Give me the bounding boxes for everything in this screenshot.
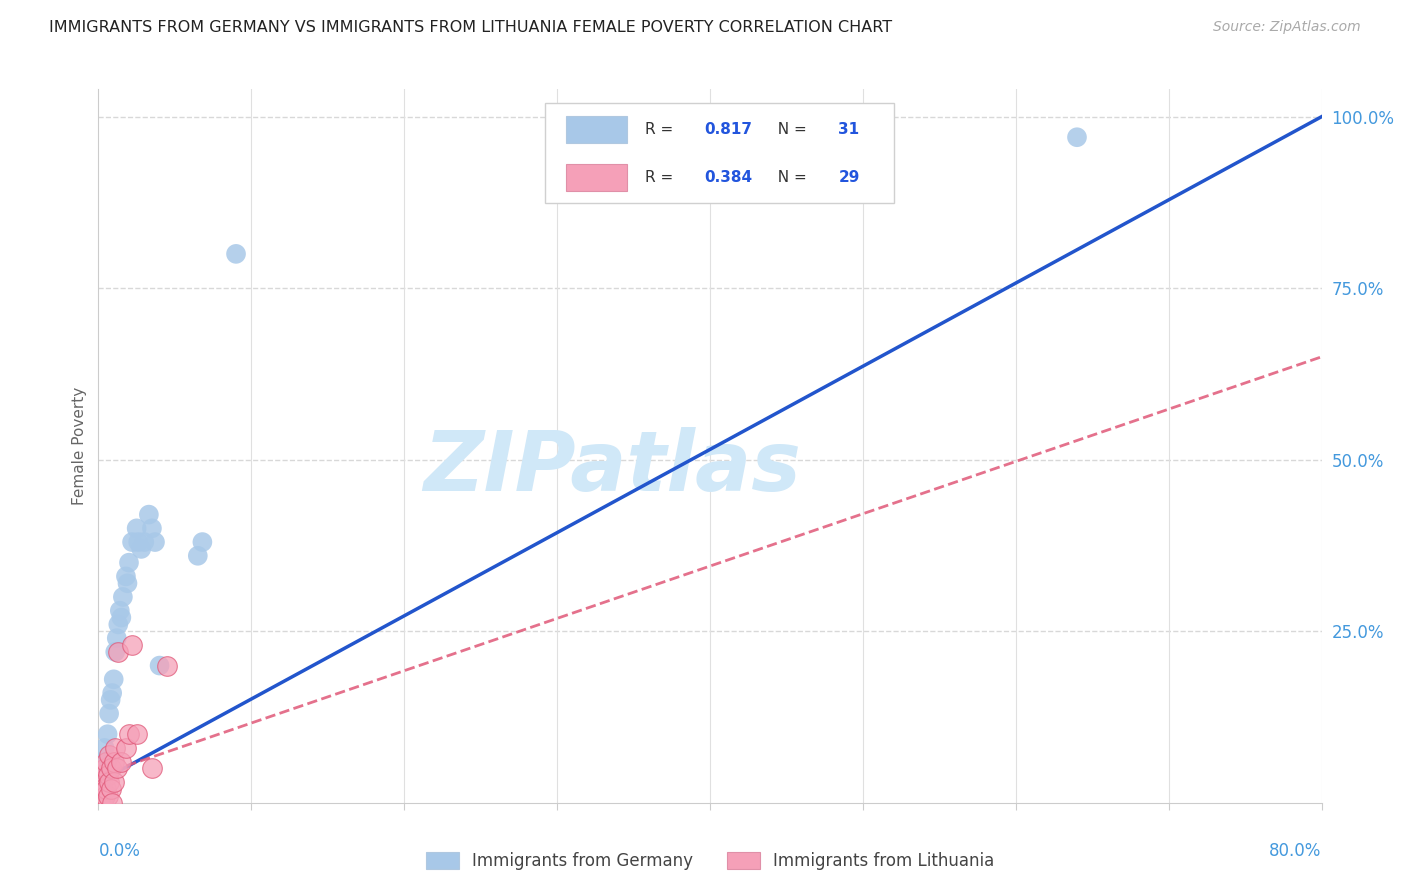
Text: 0.0%: 0.0% [98, 842, 141, 860]
Point [107, 617, 129, 632]
Point [107, 645, 129, 659]
Point [97, 768, 120, 782]
Point [1066, 130, 1088, 145]
Point [121, 638, 143, 652]
Text: Source: ZipAtlas.com: Source: ZipAtlas.com [1213, 20, 1361, 34]
Text: N =: N = [768, 121, 811, 136]
Point [91, 755, 114, 769]
Point [89, 775, 111, 789]
Point [134, 535, 156, 549]
Point [110, 755, 132, 769]
Text: 80.0%: 80.0% [1270, 842, 1322, 860]
Point [191, 535, 214, 549]
Point [93, 762, 115, 776]
Point [90, 768, 112, 782]
Y-axis label: Female Poverty: Female Poverty [72, 387, 87, 505]
Point [141, 762, 163, 776]
Point [156, 658, 179, 673]
Text: 29: 29 [838, 170, 860, 186]
Point [97, 727, 120, 741]
Point [149, 658, 172, 673]
Point [94, 755, 117, 769]
Point [93, 789, 115, 803]
FancyBboxPatch shape [565, 164, 627, 191]
Text: R =: R = [645, 170, 678, 186]
Point [121, 535, 143, 549]
Point [97, 789, 120, 803]
FancyBboxPatch shape [546, 103, 894, 203]
Point [118, 727, 141, 741]
Point [105, 762, 128, 776]
Point [115, 740, 138, 755]
Point [98, 747, 121, 762]
FancyBboxPatch shape [565, 116, 627, 143]
Point [91, 796, 114, 810]
Point [127, 535, 149, 549]
Text: N =: N = [768, 170, 811, 186]
Point [100, 782, 122, 797]
Point [125, 521, 148, 535]
Text: ZIPatlas: ZIPatlas [423, 427, 801, 508]
Text: 0.384: 0.384 [704, 170, 752, 186]
Point [104, 645, 127, 659]
Point [117, 576, 139, 591]
Point [93, 740, 115, 755]
Point [105, 631, 128, 645]
Text: R =: R = [645, 121, 678, 136]
Point [100, 693, 122, 707]
Point [103, 755, 125, 769]
Point [141, 521, 163, 535]
Point [103, 673, 125, 687]
Point [138, 508, 160, 522]
Point [94, 755, 117, 769]
Point [187, 549, 209, 563]
Point [225, 247, 247, 261]
Point [108, 604, 131, 618]
Legend: Immigrants from Germany, Immigrants from Lithuania: Immigrants from Germany, Immigrants from… [419, 845, 1001, 877]
Point [91, 782, 114, 797]
Point [125, 727, 148, 741]
Point [89, 796, 111, 810]
Point [90, 796, 112, 810]
Point [143, 535, 166, 549]
Point [104, 740, 127, 755]
Point [100, 762, 122, 776]
Point [90, 768, 112, 782]
Point [111, 590, 134, 604]
Point [101, 686, 124, 700]
Point [94, 782, 117, 797]
Point [118, 556, 141, 570]
Point [103, 775, 125, 789]
Point [98, 706, 121, 721]
Point [129, 541, 152, 556]
Text: IMMIGRANTS FROM GERMANY VS IMMIGRANTS FROM LITHUANIA FEMALE POVERTY CORRELATION : IMMIGRANTS FROM GERMANY VS IMMIGRANTS FR… [49, 20, 893, 35]
Text: 0.817: 0.817 [704, 121, 752, 136]
Point [98, 775, 121, 789]
Point [115, 569, 138, 583]
Point [101, 796, 124, 810]
Point [110, 610, 132, 624]
Text: 31: 31 [838, 121, 859, 136]
